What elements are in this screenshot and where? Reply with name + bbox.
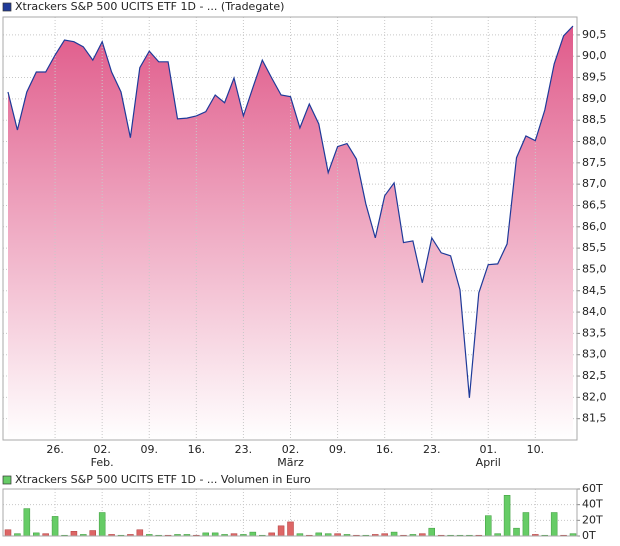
volume-bar: [513, 527, 520, 537]
x-tick-label: 16.: [376, 443, 394, 456]
volume-bar: [4, 529, 12, 537]
volume-bar: [136, 529, 144, 537]
y-tick-label: 85,5: [582, 241, 607, 254]
y-tick-label: 87,0: [582, 177, 607, 190]
volume-bar: [249, 531, 257, 537]
x-tick-label: 09.: [329, 443, 347, 456]
x-tick-label: 01.: [480, 443, 498, 456]
price-line: [7, 25, 574, 398]
y-tick-label: 90,5: [582, 28, 607, 41]
y-tick-label: 88,5: [582, 113, 607, 126]
y-tick-label: 40T: [582, 498, 603, 511]
legend-swatch: [2, 2, 12, 12]
volume-bar: [287, 521, 294, 537]
y-tick-label: 83,0: [582, 348, 607, 361]
volume-bar: [390, 531, 398, 537]
volume-bar: [277, 525, 285, 537]
volume-bar: [70, 531, 78, 537]
plot-frame: [2, 488, 578, 537]
volume-bar: [51, 516, 59, 537]
legend-label: Xtrackers S&P 500 UCITS ETF 1D - ... Vol…: [15, 473, 311, 486]
y-tick-label: 81,5: [582, 412, 607, 425]
y-tick-label: 20T: [582, 513, 603, 526]
x-tick-label: 16.: [188, 443, 206, 456]
x-tick-label: 09.: [141, 443, 159, 456]
y-tick-label: 82,5: [582, 369, 607, 382]
y-tick-label: 84,0: [582, 305, 607, 318]
y-tick-label: 82,0: [582, 390, 607, 403]
x-tick-label: 23.: [235, 443, 253, 456]
volume-bar: [23, 508, 31, 537]
x-tick-label: 23.: [423, 443, 441, 456]
volume-bar: [428, 527, 435, 537]
y-tick-label: 85,0: [582, 262, 607, 275]
x-tick-label: 26.: [46, 443, 64, 456]
y-tick-label: 86,5: [582, 198, 607, 211]
y-tick-label: 60T: [582, 482, 603, 495]
volume-bar: [550, 512, 558, 537]
y-tick-label: 89,5: [582, 71, 607, 84]
plot-frame: [2, 16, 578, 441]
volume-bar: [89, 530, 96, 537]
volume-bar: [485, 515, 492, 537]
x-tick-label: 10.: [527, 443, 545, 456]
volume-bar: [503, 495, 511, 537]
y-tick-label: 87,5: [582, 156, 607, 169]
y-tick-label: 89,0: [582, 92, 607, 105]
y-tick-label: 88,0: [582, 135, 607, 148]
y-tick-label: 84,5: [582, 284, 607, 297]
y-tick-label: 0T: [582, 529, 596, 542]
y-tick-label: 86,0: [582, 220, 607, 233]
y-tick-label: 83,5: [582, 326, 607, 339]
x-tick-label: 02.: [93, 443, 111, 456]
x-month-label: April: [476, 456, 501, 469]
volume-bar: [98, 512, 106, 537]
y-tick-label: 90,0: [582, 49, 607, 62]
x-tick-label: 02.: [282, 443, 300, 456]
x-month-label: März: [277, 456, 304, 469]
legend-swatch: [2, 475, 12, 485]
volume-bar: [522, 512, 530, 537]
x-month-label: Feb.: [91, 456, 114, 469]
legend-label: Xtrackers S&P 500 UCITS ETF 1D - ... (Tr…: [15, 0, 284, 13]
